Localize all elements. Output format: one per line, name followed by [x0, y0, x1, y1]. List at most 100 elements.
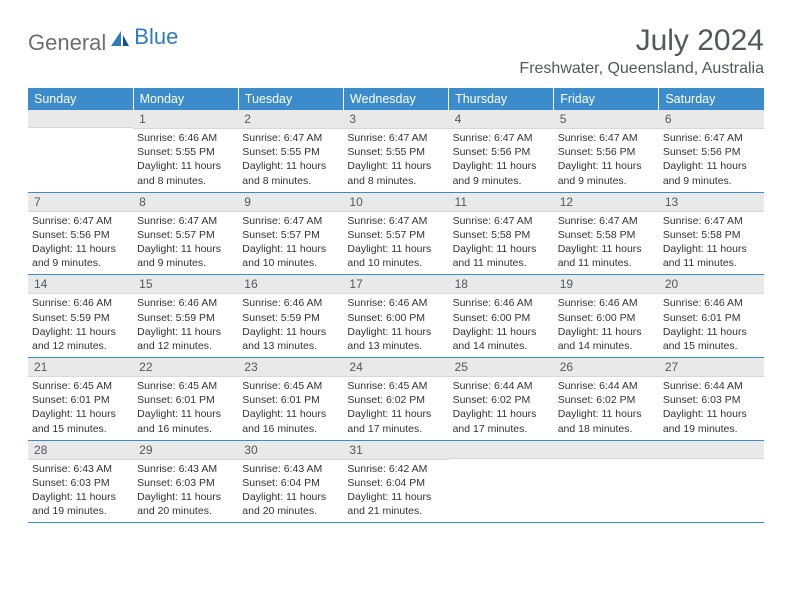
day-number: 6	[659, 110, 764, 129]
calendar-cell: 14Sunrise: 6:46 AMSunset: 5:59 PMDayligh…	[28, 275, 133, 358]
calendar-cell: 31Sunrise: 6:42 AMSunset: 6:04 PMDayligh…	[343, 440, 448, 523]
day-details: Sunrise: 6:46 AMSunset: 6:00 PMDaylight:…	[554, 294, 659, 357]
day-number: 22	[133, 358, 238, 377]
day-number: 3	[343, 110, 448, 129]
day-number: 29	[133, 441, 238, 460]
day-number: 4	[449, 110, 554, 129]
calendar-cell: 22Sunrise: 6:45 AMSunset: 6:01 PMDayligh…	[133, 358, 238, 441]
day-details: Sunrise: 6:47 AMSunset: 5:57 PMDaylight:…	[133, 212, 238, 275]
weekday-header: Sunday	[28, 88, 133, 110]
day-number: 9	[238, 193, 343, 212]
day-details: Sunrise: 6:44 AMSunset: 6:02 PMDaylight:…	[449, 377, 554, 440]
weekday-header: Friday	[554, 88, 659, 110]
day-details: Sunrise: 6:46 AMSunset: 6:01 PMDaylight:…	[659, 294, 764, 357]
day-details: Sunrise: 6:45 AMSunset: 6:01 PMDaylight:…	[28, 377, 133, 440]
day-details: Sunrise: 6:47 AMSunset: 5:57 PMDaylight:…	[238, 212, 343, 275]
day-details: Sunrise: 6:46 AMSunset: 6:00 PMDaylight:…	[343, 294, 448, 357]
calendar-cell: 5Sunrise: 6:47 AMSunset: 5:56 PMDaylight…	[554, 110, 659, 192]
calendar-cell: 6Sunrise: 6:47 AMSunset: 5:56 PMDaylight…	[659, 110, 764, 192]
empty-day-header	[449, 441, 554, 459]
calendar-cell: 27Sunrise: 6:44 AMSunset: 6:03 PMDayligh…	[659, 358, 764, 441]
calendar-cell: 23Sunrise: 6:45 AMSunset: 6:01 PMDayligh…	[238, 358, 343, 441]
calendar-table: Sunday Monday Tuesday Wednesday Thursday…	[28, 88, 764, 523]
logo-text-general: General	[28, 30, 106, 56]
day-details: Sunrise: 6:43 AMSunset: 6:03 PMDaylight:…	[28, 460, 133, 523]
day-details: Sunrise: 6:47 AMSunset: 5:55 PMDaylight:…	[343, 129, 448, 192]
day-details: Sunrise: 6:43 AMSunset: 6:03 PMDaylight:…	[133, 460, 238, 523]
calendar-row: 21Sunrise: 6:45 AMSunset: 6:01 PMDayligh…	[28, 358, 764, 441]
day-number: 14	[28, 275, 133, 294]
day-details: Sunrise: 6:47 AMSunset: 5:56 PMDaylight:…	[554, 129, 659, 192]
day-number: 5	[554, 110, 659, 129]
day-number: 13	[659, 193, 764, 212]
calendar-row: 1Sunrise: 6:46 AMSunset: 5:55 PMDaylight…	[28, 110, 764, 192]
day-details: Sunrise: 6:46 AMSunset: 5:59 PMDaylight:…	[238, 294, 343, 357]
calendar-cell: 13Sunrise: 6:47 AMSunset: 5:58 PMDayligh…	[659, 192, 764, 275]
calendar-cell: 30Sunrise: 6:43 AMSunset: 6:04 PMDayligh…	[238, 440, 343, 523]
calendar-cell: 9Sunrise: 6:47 AMSunset: 5:57 PMDaylight…	[238, 192, 343, 275]
logo-sail-icon	[110, 30, 130, 53]
weekday-header: Monday	[133, 88, 238, 110]
calendar-cell: 25Sunrise: 6:44 AMSunset: 6:02 PMDayligh…	[449, 358, 554, 441]
calendar-cell	[28, 110, 133, 192]
day-number: 21	[28, 358, 133, 377]
calendar-cell: 29Sunrise: 6:43 AMSunset: 6:03 PMDayligh…	[133, 440, 238, 523]
day-details: Sunrise: 6:47 AMSunset: 5:58 PMDaylight:…	[659, 212, 764, 275]
day-number: 20	[659, 275, 764, 294]
weekday-header: Tuesday	[238, 88, 343, 110]
day-number: 19	[554, 275, 659, 294]
day-details: Sunrise: 6:46 AMSunset: 5:55 PMDaylight:…	[133, 129, 238, 192]
calendar-row: 28Sunrise: 6:43 AMSunset: 6:03 PMDayligh…	[28, 440, 764, 523]
calendar-cell: 3Sunrise: 6:47 AMSunset: 5:55 PMDaylight…	[343, 110, 448, 192]
day-number: 8	[133, 193, 238, 212]
day-details: Sunrise: 6:46 AMSunset: 6:00 PMDaylight:…	[449, 294, 554, 357]
day-number: 10	[343, 193, 448, 212]
calendar-body: 1Sunrise: 6:46 AMSunset: 5:55 PMDaylight…	[28, 110, 764, 523]
day-details: Sunrise: 6:45 AMSunset: 6:02 PMDaylight:…	[343, 377, 448, 440]
day-number: 2	[238, 110, 343, 129]
weekday-header: Saturday	[659, 88, 764, 110]
day-details: Sunrise: 6:47 AMSunset: 5:56 PMDaylight:…	[449, 129, 554, 192]
calendar-cell: 7Sunrise: 6:47 AMSunset: 5:56 PMDaylight…	[28, 192, 133, 275]
calendar-cell: 4Sunrise: 6:47 AMSunset: 5:56 PMDaylight…	[449, 110, 554, 192]
calendar-cell: 20Sunrise: 6:46 AMSunset: 6:01 PMDayligh…	[659, 275, 764, 358]
calendar-cell: 11Sunrise: 6:47 AMSunset: 5:58 PMDayligh…	[449, 192, 554, 275]
calendar-cell: 16Sunrise: 6:46 AMSunset: 5:59 PMDayligh…	[238, 275, 343, 358]
calendar-cell: 18Sunrise: 6:46 AMSunset: 6:00 PMDayligh…	[449, 275, 554, 358]
calendar-row: 14Sunrise: 6:46 AMSunset: 5:59 PMDayligh…	[28, 275, 764, 358]
empty-day-header	[554, 441, 659, 459]
day-details: Sunrise: 6:47 AMSunset: 5:56 PMDaylight:…	[659, 129, 764, 192]
logo-text-blue: Blue	[134, 24, 178, 50]
calendar-cell: 21Sunrise: 6:45 AMSunset: 6:01 PMDayligh…	[28, 358, 133, 441]
calendar-cell: 8Sunrise: 6:47 AMSunset: 5:57 PMDaylight…	[133, 192, 238, 275]
day-details: Sunrise: 6:46 AMSunset: 5:59 PMDaylight:…	[133, 294, 238, 357]
calendar-cell	[659, 440, 764, 523]
day-details: Sunrise: 6:45 AMSunset: 6:01 PMDaylight:…	[238, 377, 343, 440]
header: General Blue July 2024 Freshwater, Queen…	[28, 24, 764, 78]
calendar-cell: 26Sunrise: 6:44 AMSunset: 6:02 PMDayligh…	[554, 358, 659, 441]
page: General Blue July 2024 Freshwater, Queen…	[0, 0, 792, 547]
day-number: 11	[449, 193, 554, 212]
day-number: 1	[133, 110, 238, 129]
day-details: Sunrise: 6:47 AMSunset: 5:57 PMDaylight:…	[343, 212, 448, 275]
weekday-header: Wednesday	[343, 88, 448, 110]
day-details: Sunrise: 6:47 AMSunset: 5:58 PMDaylight:…	[554, 212, 659, 275]
weekday-header: Thursday	[449, 88, 554, 110]
day-details: Sunrise: 6:47 AMSunset: 5:56 PMDaylight:…	[28, 212, 133, 275]
empty-day-header	[659, 441, 764, 459]
day-number: 31	[343, 441, 448, 460]
day-number: 17	[343, 275, 448, 294]
weekday-header-row: Sunday Monday Tuesday Wednesday Thursday…	[28, 88, 764, 110]
calendar-cell: 1Sunrise: 6:46 AMSunset: 5:55 PMDaylight…	[133, 110, 238, 192]
day-number: 30	[238, 441, 343, 460]
day-details: Sunrise: 6:44 AMSunset: 6:03 PMDaylight:…	[659, 377, 764, 440]
day-number: 7	[28, 193, 133, 212]
day-number: 28	[28, 441, 133, 460]
calendar-cell: 24Sunrise: 6:45 AMSunset: 6:02 PMDayligh…	[343, 358, 448, 441]
day-number: 27	[659, 358, 764, 377]
day-details: Sunrise: 6:44 AMSunset: 6:02 PMDaylight:…	[554, 377, 659, 440]
day-number: 25	[449, 358, 554, 377]
day-number: 16	[238, 275, 343, 294]
calendar-cell: 19Sunrise: 6:46 AMSunset: 6:00 PMDayligh…	[554, 275, 659, 358]
day-details: Sunrise: 6:46 AMSunset: 5:59 PMDaylight:…	[28, 294, 133, 357]
